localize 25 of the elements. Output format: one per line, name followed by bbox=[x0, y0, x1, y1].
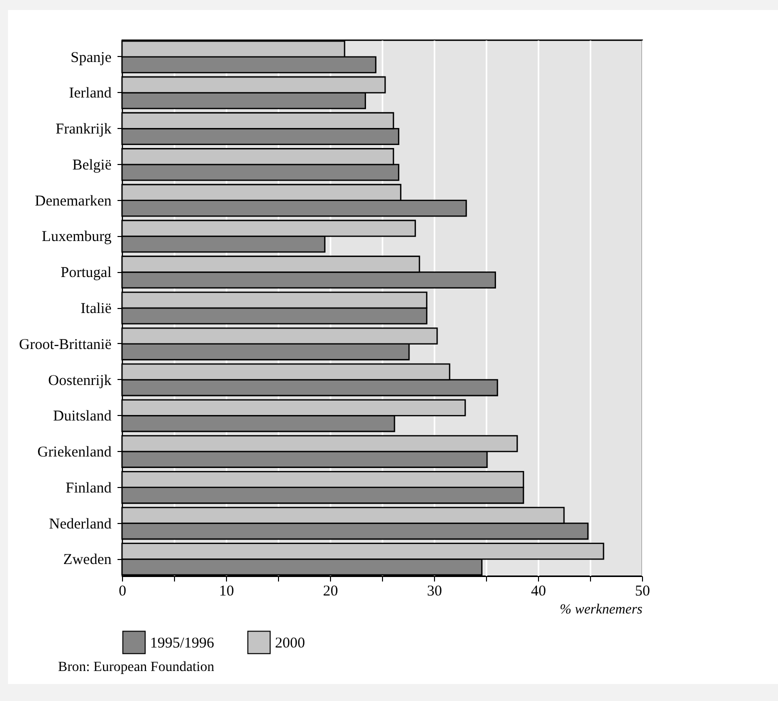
y-tick-label: Italië bbox=[80, 301, 112, 317]
y-tick-label: Luxemburg bbox=[42, 229, 112, 246]
x-tick-label: 50 bbox=[635, 584, 650, 600]
y-tick-label: Zweden bbox=[63, 552, 112, 568]
text: Bron: European Foundation bbox=[58, 660, 216, 676]
y-tick-label: Groot-Brittanië bbox=[19, 336, 112, 353]
y-tick-label: Frankrijk bbox=[56, 122, 112, 138]
y-tick-label: Ierland bbox=[69, 86, 112, 102]
legend-label: 2000 bbox=[275, 635, 305, 652]
y-tick-label: Finland bbox=[66, 480, 112, 496]
x-tick-label: 30 bbox=[427, 584, 442, 600]
x-tick-label: 0 bbox=[118, 584, 126, 600]
x-tick-label: 20 bbox=[323, 584, 338, 600]
y-tick-label: Nederland bbox=[49, 516, 112, 532]
legend-label: 1995/1996 bbox=[150, 635, 215, 652]
y-tick-label: Oostenrijk bbox=[48, 372, 112, 389]
x-tick-label: 40 bbox=[531, 584, 546, 600]
x-axis-title: % werknemers bbox=[560, 602, 644, 618]
y-tick-label: Portugal bbox=[60, 265, 112, 282]
y-tick-label: Denemarken bbox=[34, 193, 112, 210]
y-tick-label: Duitsland bbox=[53, 408, 112, 425]
x-tick-label: 10 bbox=[219, 584, 234, 600]
y-tick-label: België bbox=[72, 157, 112, 174]
y-tick-label: Spanje bbox=[70, 50, 112, 66]
y-tick-label: Griekenland bbox=[37, 444, 112, 461]
